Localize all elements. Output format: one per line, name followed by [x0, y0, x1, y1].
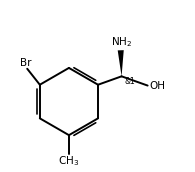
Text: OH: OH — [149, 81, 165, 91]
Text: &1: &1 — [125, 77, 135, 86]
Polygon shape — [118, 50, 124, 76]
Text: CH$_3$: CH$_3$ — [58, 154, 80, 168]
Text: NH$_2$: NH$_2$ — [111, 35, 132, 49]
Text: Br: Br — [20, 58, 32, 68]
